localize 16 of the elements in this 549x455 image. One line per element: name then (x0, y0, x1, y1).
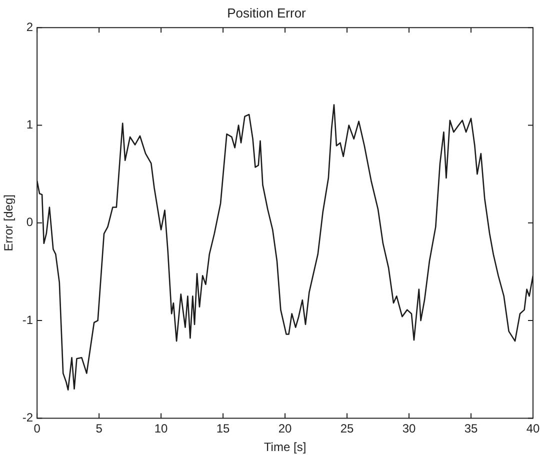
y-tick-label: -1 (22, 312, 34, 327)
x-tick-label: 20 (278, 422, 292, 436)
y-tick-label: 2 (26, 20, 34, 34)
x-tick-label: 5 (96, 422, 103, 436)
y-tick-label: -2 (22, 410, 34, 425)
x-tick-label: 10 (154, 422, 168, 436)
y-tick-label: 0 (26, 215, 34, 230)
x-tick-label: 35 (464, 422, 478, 436)
y-tick-label: 1 (26, 118, 34, 132)
x-tick-label: 15 (216, 422, 230, 436)
x-tick-label: 25 (340, 422, 354, 436)
y-axis-title: Error [deg] (2, 194, 16, 252)
x-tick-label: 40 (526, 422, 540, 436)
chart-title: Position Error (227, 5, 307, 20)
x-tick-label: 30 (402, 422, 416, 436)
x-axis-title: Time [s] (264, 440, 306, 454)
